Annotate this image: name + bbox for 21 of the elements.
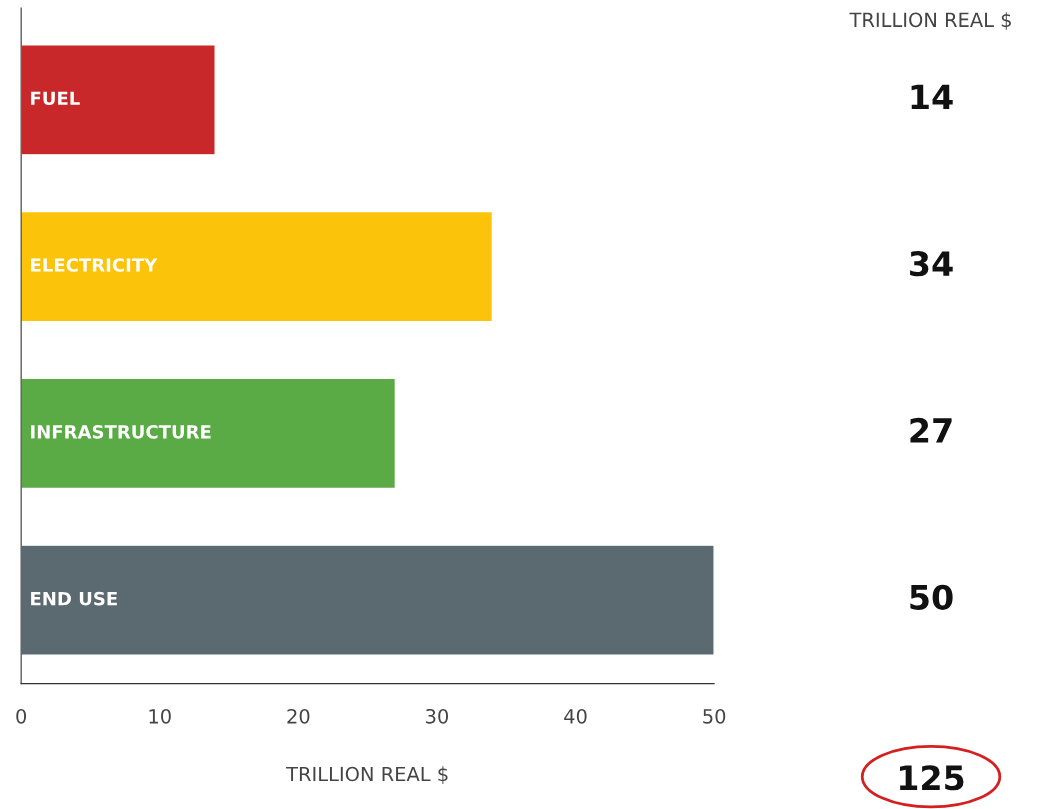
bar — [21, 544, 715, 656]
text: 125 — [900, 765, 964, 791]
y-tick-label: ELECTRICITY — [31, 258, 158, 272]
x-tick-label: 20 — [287, 708, 310, 724]
x-tick-label: 40 — [564, 708, 587, 724]
x-axis-title: TRILLION REAL $ — [286, 766, 448, 784]
bar — [21, 210, 494, 323]
data-label: 27 — [910, 417, 952, 443]
x-tick-label: 10 — [149, 708, 171, 724]
text: TRILLION REAL $ — [849, 12, 1011, 30]
bar — [21, 377, 397, 490]
x-tick-label: 30 — [426, 708, 449, 724]
data-label: 14 — [911, 84, 953, 110]
x-tick-label: 0 — [16, 708, 27, 724]
y-tick-label: END USE — [31, 591, 117, 606]
y-tick-label: INFRASTRUCTURE — [31, 425, 211, 439]
data-label: 34 — [910, 251, 953, 277]
bar — [21, 44, 216, 156]
x-tick-label: 50 — [703, 708, 726, 724]
y-tick-label: FUEL — [31, 91, 80, 106]
data-label: 50 — [910, 584, 953, 610]
